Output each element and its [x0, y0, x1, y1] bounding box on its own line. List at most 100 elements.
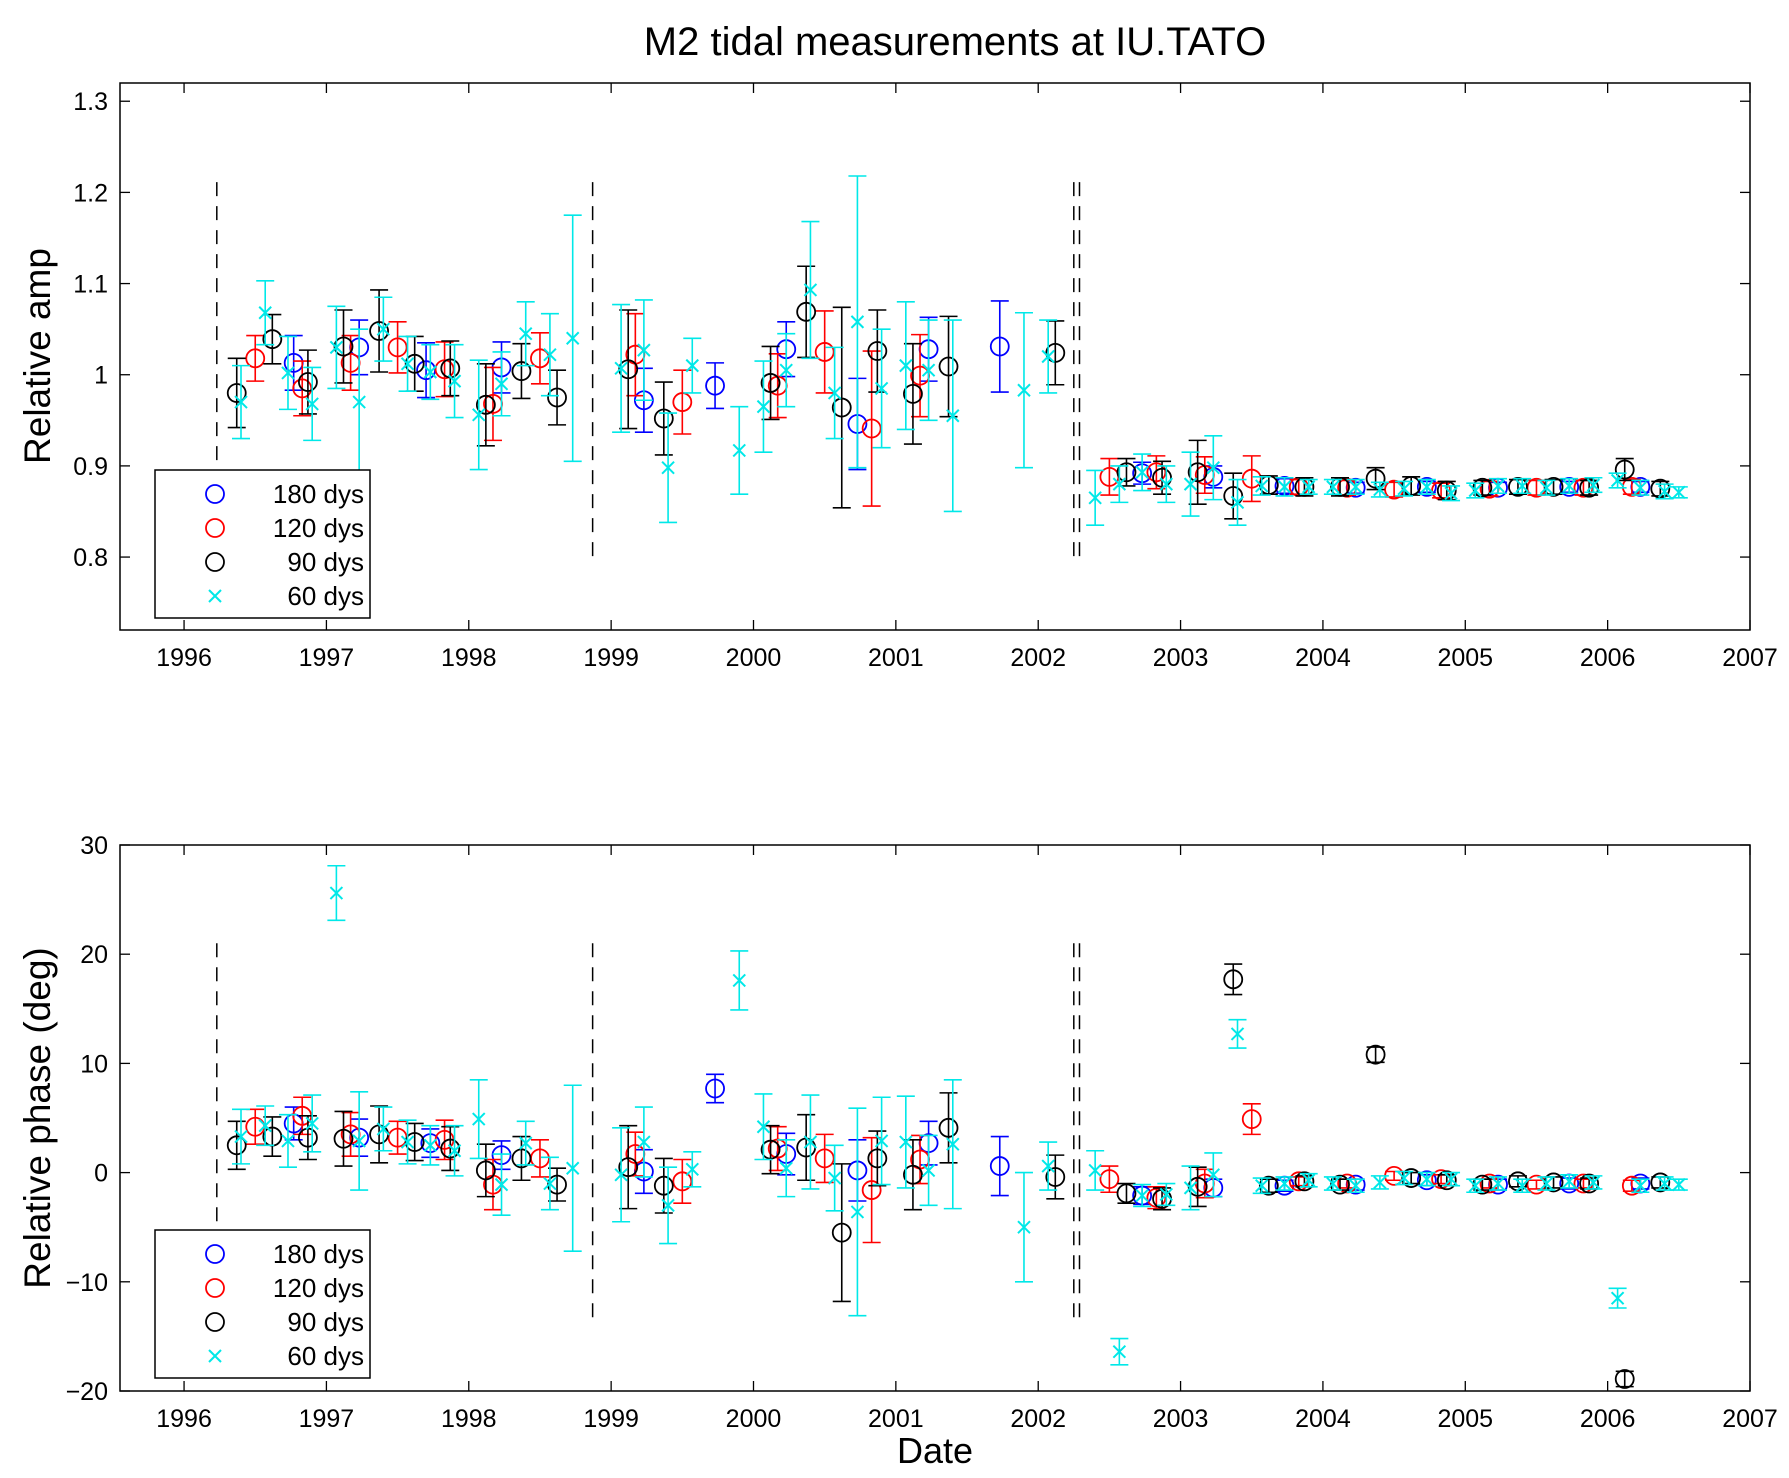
data-point: [1228, 478, 1247, 526]
x-marker: [1183, 477, 1198, 491]
circle-marker: [705, 375, 725, 396]
data-point: [333, 1110, 354, 1167]
legend-label: 120 dys: [273, 1273, 364, 1303]
data-point: [1346, 1178, 1365, 1194]
data-point: [232, 1108, 251, 1165]
circle-marker: [814, 1148, 835, 1169]
x-marker: [1112, 477, 1127, 491]
data-point: [1086, 1149, 1105, 1191]
circle-marker: [547, 387, 567, 408]
x-marker: [614, 1168, 628, 1182]
circle-marker: [903, 1164, 923, 1185]
x-marker: [1206, 1168, 1221, 1182]
phase-panel: 1996 1997 1998 1999 2000 2001 2002 2003 2004 2005…: [17, 832, 1778, 1433]
x-marker: [1539, 481, 1554, 495]
data-point: [938, 315, 959, 418]
circle-marker: [867, 341, 888, 361]
circle-marker: [1330, 476, 1350, 497]
x-marker: [258, 1118, 272, 1133]
x-marker: [234, 1129, 248, 1144]
circle-marker: [1436, 1170, 1457, 1191]
legend: 180 dys 120 dys 90 dys 60 dys: [154, 1229, 371, 1379]
circle-marker: [672, 392, 693, 412]
circle-marker: [1365, 1044, 1386, 1065]
y-tick-label: 0: [94, 1160, 108, 1188]
data-point: [1395, 1170, 1414, 1186]
data-point: [730, 405, 749, 495]
x-marker: [1515, 479, 1529, 493]
data-point: [1370, 1175, 1389, 1190]
data-point: [1614, 1369, 1635, 1389]
data-point: [831, 306, 852, 509]
circle-marker: [1579, 1173, 1600, 1194]
x-marker: [329, 340, 344, 355]
x-marker: [400, 1135, 415, 1149]
x-marker: [1444, 1172, 1458, 1186]
circle-marker: [1116, 462, 1137, 483]
x-marker: [1397, 1171, 1411, 1185]
data-point: [938, 1092, 959, 1164]
data-point: [796, 265, 817, 359]
x-marker: [423, 1138, 438, 1153]
data-point: [1157, 1182, 1176, 1207]
legend-marker: [205, 484, 225, 504]
data-point: [374, 1106, 393, 1152]
data-point: [1365, 1044, 1386, 1065]
x-tick-label: 2002: [1010, 1405, 1066, 1433]
x-marker: [850, 315, 865, 329]
x-marker: [1255, 1178, 1269, 1193]
data-point: [511, 342, 532, 400]
data-point: [303, 366, 322, 442]
x-marker: [1633, 481, 1648, 495]
chart-title: M2 tidal measurements at IU.TATO: [644, 20, 1266, 64]
x-marker: [447, 1144, 462, 1158]
x-marker: [921, 363, 936, 377]
data-point: [445, 343, 464, 419]
data-point: [540, 1156, 559, 1211]
data-point: [1472, 477, 1493, 498]
x-marker: [1420, 1172, 1434, 1186]
circle-marker: [404, 1132, 425, 1152]
data-point: [374, 296, 393, 362]
circle-marker: [1294, 476, 1315, 497]
y-axis-label: Relative amp: [17, 248, 58, 464]
data-point: [1436, 480, 1457, 501]
x-tick-label: 2001: [868, 644, 924, 672]
data-point: [1045, 1154, 1066, 1200]
x-marker: [1135, 1188, 1149, 1203]
x-marker: [1206, 461, 1221, 475]
data-point: [232, 364, 251, 440]
data-point: [303, 1094, 322, 1153]
legend-marker: [205, 1244, 225, 1264]
x-marker: [1491, 479, 1505, 493]
x-marker: [1230, 1027, 1245, 1041]
x-marker: [1515, 1178, 1529, 1193]
y-tick-label: 10: [80, 1050, 108, 1078]
data-point: [1621, 1175, 1642, 1196]
x-marker: [732, 973, 746, 988]
data-point: [421, 1124, 440, 1166]
circle-marker: [1241, 468, 1262, 489]
data-point: [278, 335, 297, 411]
data-point: [256, 280, 275, 346]
series-60-dys: [232, 864, 1688, 1366]
data-point: [563, 1084, 582, 1253]
x-tick-label: 2006: [1580, 1405, 1636, 1433]
y-tick-label: 0.8: [73, 544, 108, 572]
data-point: [511, 1135, 532, 1182]
x-marker: [661, 1198, 675, 1213]
data-point: [1039, 1141, 1058, 1191]
data-point: [612, 1127, 631, 1223]
data-point: [1086, 469, 1105, 526]
y-tick-label: 1.2: [73, 179, 108, 207]
circle-marker: [1579, 477, 1600, 498]
data-point: [1252, 1177, 1271, 1195]
data-point: [245, 334, 266, 382]
data-point: [848, 175, 867, 469]
x-marker: [850, 1205, 865, 1219]
data-point: [1181, 451, 1200, 517]
data-point: [705, 362, 725, 410]
circle-marker: [1223, 969, 1244, 990]
data-point: [1223, 963, 1244, 996]
legend-marker: [205, 552, 225, 572]
